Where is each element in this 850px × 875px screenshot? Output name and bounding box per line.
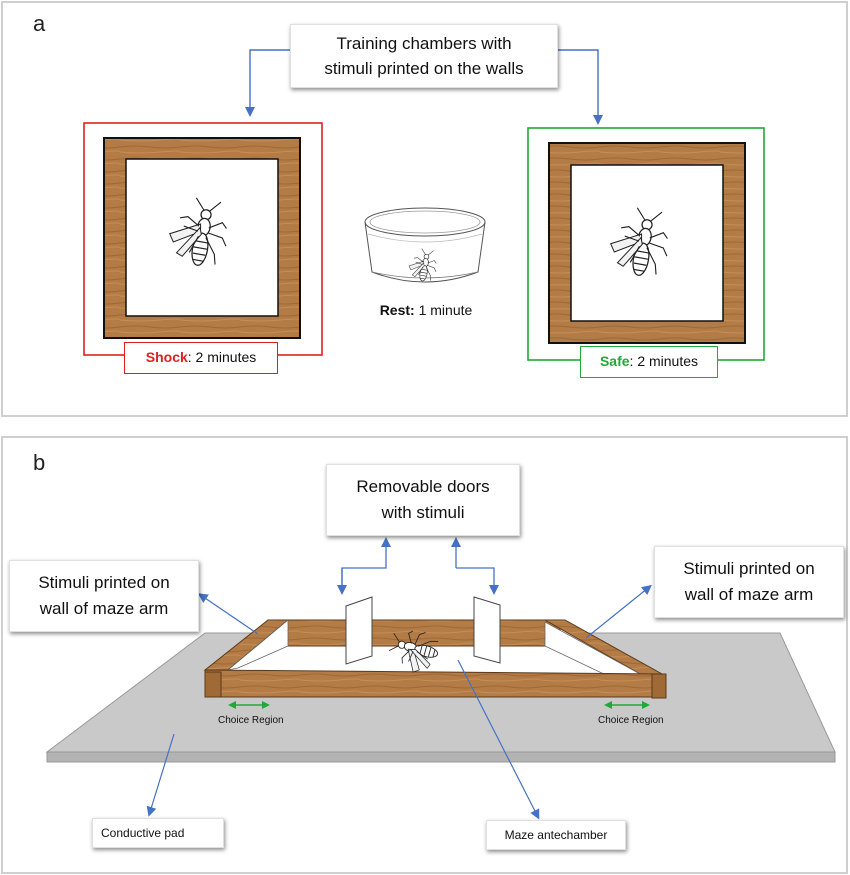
left-arm-stimulus-wall — [227, 619, 289, 671]
shock-label-duration: : 2 minutes — [187, 349, 257, 365]
rest-label: Rest: 1 minute — [356, 296, 496, 324]
training-chambers-line1: Training chambers with — [336, 34, 512, 53]
right-wall-stimuli-callout: Stimuli printed on wall of maze arm — [654, 546, 844, 618]
arrow-door-left-up — [341, 537, 391, 590]
removable-doors-callout: Removable doors with stimuli — [326, 464, 520, 536]
maze-front-wall — [204, 669, 663, 698]
removable-doors-line2: with stimuli — [381, 503, 465, 522]
arrow-to-shock-chamber — [245, 49, 290, 117]
arrow-left-wall-stimuli — [197, 593, 259, 635]
safe-label-duration: : 2 minutes — [629, 353, 699, 369]
shock-label-bold: Shock — [145, 349, 188, 365]
arrow-to-safe-chamber — [556, 49, 603, 125]
maze-front-left-post — [204, 671, 222, 698]
training-chambers-callout: Training chambers with stimuli printed o… — [290, 24, 558, 88]
maze-back-wall — [267, 619, 561, 647]
right-wall-stimuli-line2: wall of maze arm — [684, 585, 814, 604]
left-removable-door — [345, 596, 373, 665]
right-wall-stimuli-line1: Stimuli printed on — [683, 559, 815, 578]
arrow-right-wall-stimuli — [585, 584, 652, 639]
safe-label-bold: Safe — [599, 353, 630, 369]
arrow-conductive-pad — [146, 733, 175, 817]
rest-label-duration: 1 minute — [414, 302, 473, 318]
left-wall-stimuli-line1: Stimuli printed on — [38, 573, 170, 592]
arrow-door-right-down — [456, 567, 499, 595]
maze-front-right-post — [651, 673, 667, 699]
conductive-pad-callout: Conductive pad — [92, 818, 224, 848]
safe-label-box: Safe: 2 minutes — [580, 346, 718, 378]
left-wall-stimuli-line2: wall of maze arm — [39, 599, 169, 618]
shock-label-box: Shock: 2 minutes — [124, 342, 278, 374]
maze-antechamber-callout: Maze antechamber — [486, 820, 626, 850]
panel-b-letter: b — [33, 450, 46, 475]
conductive-pad-edge — [46, 751, 836, 763]
rest-container-icon — [364, 207, 486, 284]
choice-region-right-label: Choice Region — [598, 715, 664, 726]
left-wall-stimuli-callout: Stimuli printed on wall of maze arm — [9, 560, 199, 632]
right-removable-door — [473, 596, 501, 664]
arrow-maze-antechamber — [457, 659, 540, 820]
rest-label-bold: Rest: — [379, 302, 415, 318]
panel-a-letter: a — [33, 11, 46, 36]
choice-region-left-label: Choice Region — [218, 715, 284, 726]
training-chambers-line2: stimuli printed on the walls — [324, 59, 524, 78]
removable-doors-line1: Removable doors — [356, 477, 490, 496]
